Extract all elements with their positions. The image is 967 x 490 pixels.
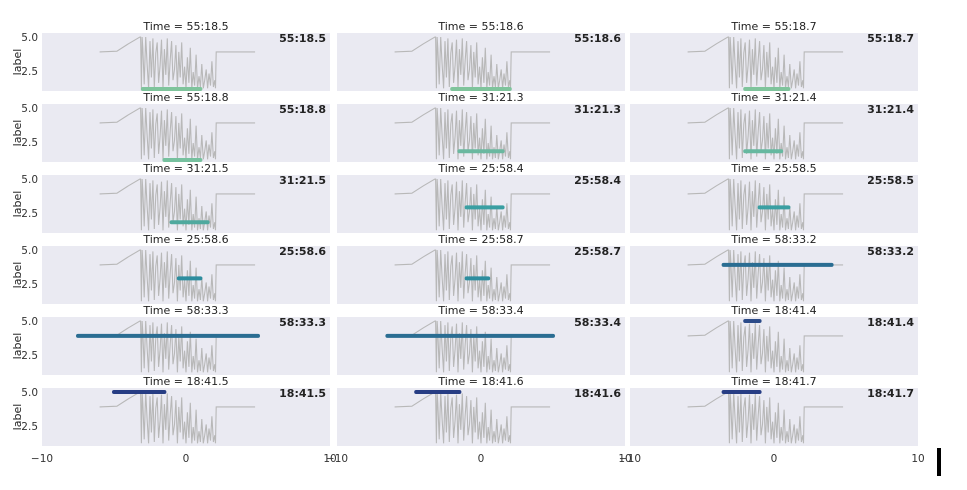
panel-label: 31:21.3 (574, 103, 621, 116)
panel-title: Time = 55:18.5 (142, 20, 228, 33)
panel-title: Time = 31:21.4 (730, 91, 816, 104)
panel-label: 55:18.7 (867, 32, 914, 45)
panel-title: Time = 58:33.4 (437, 304, 523, 317)
panel-title: Time = 18:41.5 (142, 375, 228, 388)
panel-label: 55:18.6 (574, 32, 621, 45)
panel-title: Time = 55:18.7 (730, 20, 816, 33)
x-tick-label: 0 (771, 453, 778, 465)
x-tick-label: 10 (323, 453, 336, 465)
panel-label: 58:33.2 (867, 245, 914, 258)
panel-label: 18:41.5 (279, 387, 326, 400)
signal-line (99, 320, 256, 373)
y-axis-label: label (11, 191, 24, 218)
signal-line (687, 391, 844, 444)
y-tick-label: 5.0 (21, 245, 38, 257)
signal-line (687, 107, 844, 160)
x-tick-label: −10 (31, 453, 53, 465)
panel-title: Time = 18:41.4 (730, 304, 816, 317)
panel-title: Time = 55:18.8 (142, 91, 228, 104)
panel-label: 25:58.5 (867, 174, 914, 187)
panel-label: 18:41.4 (867, 316, 914, 329)
text-cursor (937, 448, 941, 476)
y-axis-label: label (11, 404, 24, 431)
panel-title: Time = 18:41.7 (730, 375, 816, 388)
y-tick-label: 5.0 (21, 316, 38, 328)
panel-title: Time = 31:21.5 (142, 162, 228, 175)
panel-title: Time = 25:58.5 (730, 162, 816, 175)
panel-label: 58:33.3 (279, 316, 326, 329)
y-tick-label: 2.5 (21, 66, 38, 78)
signal-line (394, 249, 551, 302)
signal-line (687, 320, 844, 373)
signal-line (394, 36, 551, 89)
y-tick-label: 2.5 (21, 350, 38, 362)
panel-title: Time = 25:58.7 (437, 233, 523, 246)
signal-line (687, 249, 844, 302)
x-tick-label: 0 (183, 453, 190, 465)
y-tick-label: 5.0 (21, 174, 38, 186)
x-tick-label: −10 (619, 453, 641, 465)
panel-label: 18:41.7 (867, 387, 914, 400)
y-axis-label: label (11, 120, 24, 147)
panel-label: 31:21.5 (279, 174, 326, 187)
panel-label: 31:21.4 (867, 103, 914, 116)
signal-line (394, 178, 551, 231)
y-tick-label: 5.0 (21, 103, 38, 115)
y-tick-label: 5.0 (21, 32, 38, 44)
signal-line (99, 107, 256, 160)
x-tick-label: −10 (326, 453, 348, 465)
signal-line (99, 249, 256, 302)
y-tick-label: 2.5 (21, 137, 38, 149)
y-tick-label: 2.5 (21, 421, 38, 433)
panel-label: 55:18.8 (279, 103, 326, 116)
panel-title: Time = 31:21.3 (437, 91, 523, 104)
panel-label: 25:58.6 (279, 245, 326, 258)
panel-title: Time = 58:33.2 (730, 233, 816, 246)
panel-label: 55:18.5 (279, 32, 326, 45)
panel-label: 58:33.4 (574, 316, 621, 329)
y-axis-label: label (11, 262, 24, 289)
y-tick-label: 5.0 (21, 387, 38, 399)
x-tick-label: 10 (618, 453, 631, 465)
panel-title: Time = 25:58.6 (142, 233, 228, 246)
panel-title: Time = 25:58.4 (437, 162, 523, 175)
y-tick-label: 2.5 (21, 279, 38, 291)
signal-line (394, 320, 551, 373)
panel-label: 25:58.4 (574, 174, 621, 187)
panel-label: 25:58.7 (574, 245, 621, 258)
signal-line (99, 391, 256, 444)
panel-label: 18:41.6 (574, 387, 621, 400)
x-tick-label: 10 (911, 453, 924, 465)
signal-line (99, 36, 256, 89)
panel-title: Time = 58:33.3 (142, 304, 228, 317)
y-axis-label: label (11, 49, 24, 76)
panel-title: Time = 55:18.6 (437, 20, 523, 33)
y-axis-label: label (11, 333, 24, 360)
signal-line (687, 178, 844, 231)
signal-line (394, 391, 551, 444)
y-tick-label: 2.5 (21, 208, 38, 220)
signal-line (687, 36, 844, 89)
panel-title: Time = 18:41.6 (437, 375, 523, 388)
x-tick-label: 0 (478, 453, 485, 465)
